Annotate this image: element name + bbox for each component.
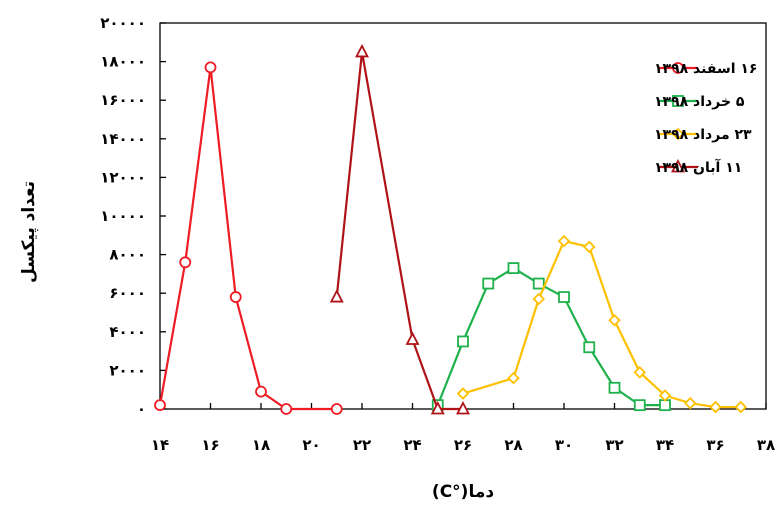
series-3-point (456, 387, 470, 400)
y-tick-label: ۱۴۰۰۰ (100, 130, 146, 148)
series-4-line (335, 50, 463, 411)
series-3-point (683, 396, 697, 410)
series-4-point (430, 401, 445, 415)
series-2 (431, 262, 671, 412)
y-tick-label: ۲۰۰۰۰ (100, 14, 146, 32)
legend-marker (672, 62, 684, 74)
series-2-point (583, 341, 596, 354)
series-3-point (557, 234, 571, 248)
x-tick-label: ۳۰ (555, 436, 573, 454)
x-tick-label: ۳۴ (656, 436, 674, 454)
series-layer (154, 44, 748, 415)
x-tick-label: ۱۶ (201, 436, 219, 454)
series-2-point (608, 381, 621, 394)
series-2-point (457, 335, 469, 348)
x-tick-label: ۲۶ (454, 436, 472, 454)
series-2-line (436, 267, 665, 407)
series-3-point (658, 389, 672, 402)
series-3-point (633, 366, 647, 379)
series-4-point (329, 289, 344, 303)
x-tick-label: ۲۲ (353, 436, 371, 454)
x-tick-label: ۲۴ (403, 436, 421, 454)
legend-marker (672, 95, 684, 107)
series-2-point (507, 262, 520, 275)
series-3-point (582, 240, 596, 254)
series-3-point (734, 400, 748, 414)
y-tick-label: ۲۰۰۰ (109, 361, 146, 379)
series-3-point (532, 292, 546, 306)
series-4-point (456, 401, 470, 415)
y-tick-label: ۱۸۰۰۰ (100, 53, 146, 71)
series-4-point (405, 331, 420, 345)
y-tick-label: ۱۶۰۰۰ (100, 91, 146, 109)
series-1-point (204, 61, 217, 74)
x-tick-label: ۲۸ (504, 436, 522, 454)
x-axis-ticks: ۱۴ ۱۶ ۱۸ ۲۰ ۲۲ ۲۴ ۲۶ ۲۸ ۳۰ ۳۲ ۳۴ ۳۶ ۳۸ (151, 403, 775, 454)
series-1-point (255, 385, 267, 398)
legend-marker (671, 127, 685, 141)
series-3 (456, 234, 748, 414)
y-tick-label: ۰ (137, 400, 146, 418)
series-2-point (633, 399, 646, 412)
legend-label: ۲۳ مرداد ۱۳۹۸ (654, 127, 752, 143)
series-3-point (507, 371, 520, 385)
x-axis-title: دما(°C) (432, 482, 494, 502)
series-1-point (280, 403, 293, 415)
series-1-point (229, 291, 242, 303)
series-2-point (482, 277, 495, 290)
x-tick-label: ۳۲ (605, 436, 623, 454)
x-tick-label: ۱۸ (252, 436, 270, 454)
series-3-line (462, 239, 741, 409)
series-2-point (532, 277, 545, 290)
series-1-point (154, 399, 166, 412)
y-tick-label: ۸۰۰۰ (109, 246, 146, 264)
y-tick-label: ۱۲۰۰۰ (100, 168, 146, 186)
legend-label: ۵ خرداد ۱۳۹۸ (654, 94, 745, 110)
series-1-point (179, 256, 192, 269)
series-2-point (558, 291, 570, 303)
y-tick-label: ۱۰۰۰۰ (100, 207, 146, 225)
y-axis-title: تعداد پیکسل (19, 181, 39, 283)
series-4 (329, 44, 470, 415)
y-tick-label: ۴۰۰۰ (109, 323, 146, 341)
legend-marker (671, 159, 685, 173)
series-1 (154, 61, 343, 415)
series-4-point (355, 44, 369, 58)
legend: ۱۶ اسفند ۱۳۹۸ ۵ خرداد ۱۳۹۸ ۲۳ مرداد ۱۳۹۸ ۱۱… (654, 61, 757, 176)
x-tick-label: ۳۶ (706, 436, 724, 454)
series-1-line (158, 66, 337, 411)
y-tick-label: ۶۰۰۰ (109, 284, 146, 302)
legend-label: ۱۱ آبان ۱۳۹۸ (654, 158, 742, 176)
series-3-point (709, 400, 722, 414)
x-tick-label: ۱۴ (151, 436, 169, 454)
legend-label: ۱۶ اسفند ۱۳۹۸ (654, 61, 757, 77)
x-tick-label: ۲۰ (302, 436, 320, 454)
x-tick-label: ۳۸ (757, 436, 775, 454)
series-3-point (608, 313, 621, 327)
y-axis-ticks: ۰ ۲۰۰۰ ۴۰۰۰ ۶۰۰۰ ۸۰۰۰ ۱۰۰۰۰ ۱۲۰۰۰ ۱۴۰۰۰ ۱۶۰۰۰ ۱۸۰… (100, 14, 166, 418)
series-1-point (330, 403, 343, 415)
